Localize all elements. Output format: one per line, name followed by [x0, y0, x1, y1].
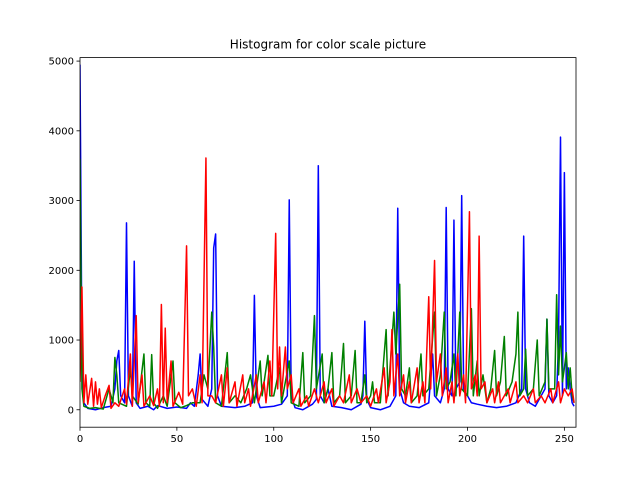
x-tick-label-3: 150 [361, 434, 380, 445]
series-line-1 [80, 158, 575, 410]
x-tick-label-0: 0 [77, 434, 83, 445]
chart-title: Histogram for color scale picture [230, 38, 426, 52]
y-axis: 0 1000 2000 3000 4000 5000 [49, 57, 80, 416]
y-tick-label-2: 2000 [49, 266, 74, 277]
x-tick-label-4: 200 [458, 434, 477, 445]
axes-frame [79, 57, 577, 428]
series-line-0 [80, 64, 575, 411]
y-tick-label-5: 5000 [49, 57, 74, 68]
y-tick-label-0: 0 [68, 405, 74, 416]
x-tick-label-1: 50 [171, 434, 184, 445]
plot-area [79, 57, 577, 428]
x-tick-label-5: 250 [555, 434, 574, 445]
x-tick-label-2: 100 [264, 434, 283, 445]
y-tick-label-3: 3000 [49, 196, 74, 207]
y-tick-label-4: 4000 [49, 126, 74, 137]
x-axis: 0 50 100 150 200 250 [77, 427, 574, 445]
y-tick-label-1: 1000 [49, 336, 74, 347]
series-layer [80, 64, 575, 411]
series-line-2 [80, 157, 575, 410]
